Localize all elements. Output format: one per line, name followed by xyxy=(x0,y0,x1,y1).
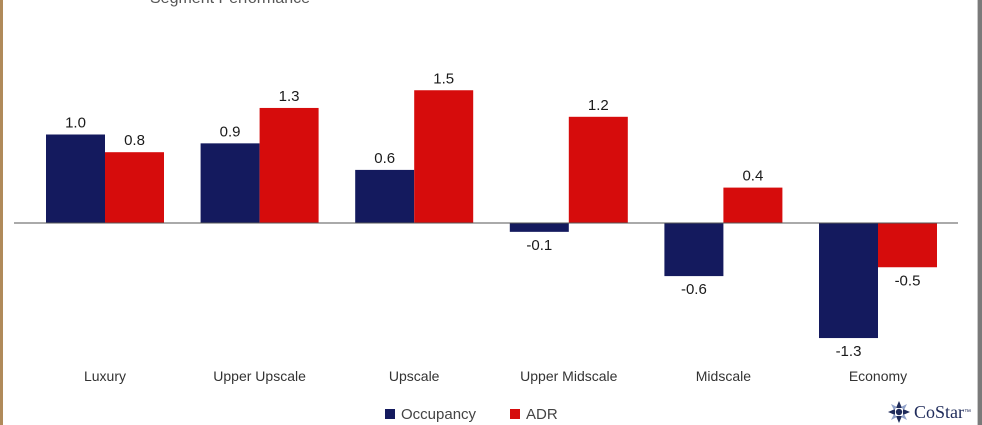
chart-title-cropped: Segment Performance xyxy=(150,0,310,8)
legend-swatch-adr xyxy=(510,409,521,419)
chart-legend: Occupancy ADR xyxy=(385,404,592,424)
bar-occupancy-economy xyxy=(819,223,878,339)
bar-occupancy-upper-upscale xyxy=(200,143,260,223)
legend-item-adr: ADR xyxy=(510,406,558,423)
category-label-upper-upscale: Upper Upscale xyxy=(213,368,306,384)
bar-adr-upper-upscale xyxy=(259,107,319,223)
costar-logo-text: CoStar xyxy=(914,401,965,422)
data-label-occupancy-upper-midscale: -0.1 xyxy=(526,237,552,254)
category-label-luxury: Luxury xyxy=(84,368,126,384)
category-label-upper-midscale: Upper Midscale xyxy=(520,368,617,384)
bar-adr-upper-midscale xyxy=(568,116,628,223)
costar-star-icon xyxy=(888,401,910,423)
data-label-adr-upper-midscale: 1.2 xyxy=(588,97,609,114)
data-label-occupancy-upscale: 0.6 xyxy=(374,150,395,167)
bar-adr-luxury xyxy=(105,152,164,223)
legend-label-occupancy: Occupancy xyxy=(401,405,477,423)
category-label-upscale: Upscale xyxy=(389,368,440,384)
data-label-adr-upper-upscale: 1.3 xyxy=(279,88,300,105)
data-label-adr-economy: -0.5 xyxy=(895,272,921,289)
bar-occupancy-upper-midscale xyxy=(509,223,569,232)
frame-right-border xyxy=(978,0,982,425)
data-label-occupancy-upper-upscale: 0.9 xyxy=(220,123,241,140)
legend-item-occupancy: Occupancy xyxy=(385,406,476,423)
frame-left-border xyxy=(0,0,3,425)
bar-adr-upscale xyxy=(414,90,474,223)
data-label-occupancy-midscale: -0.6 xyxy=(681,281,707,298)
data-label-adr-upscale: 1.5 xyxy=(433,70,454,87)
costar-logo-tm: ™ xyxy=(964,408,972,416)
frame-right-inner-border xyxy=(977,0,978,425)
bar-occupancy-midscale xyxy=(664,223,724,277)
bar-adr-midscale xyxy=(723,187,783,223)
data-label-occupancy-economy: -1.3 xyxy=(836,343,862,360)
bar-adr-economy xyxy=(878,223,937,268)
category-label-economy: Economy xyxy=(849,368,907,384)
data-label-adr-midscale: 0.4 xyxy=(742,168,763,185)
costar-logo: CoStar ™ xyxy=(888,400,971,424)
legend-swatch-occupancy xyxy=(385,409,395,419)
bar-occupancy-upscale xyxy=(355,169,415,223)
data-label-adr-luxury: 0.8 xyxy=(124,132,145,149)
legend-label-adr: ADR xyxy=(526,405,558,423)
data-label-occupancy-luxury: 1.0 xyxy=(65,115,86,132)
category-label-midscale: Midscale xyxy=(696,368,751,384)
bar-occupancy-luxury xyxy=(46,134,105,223)
